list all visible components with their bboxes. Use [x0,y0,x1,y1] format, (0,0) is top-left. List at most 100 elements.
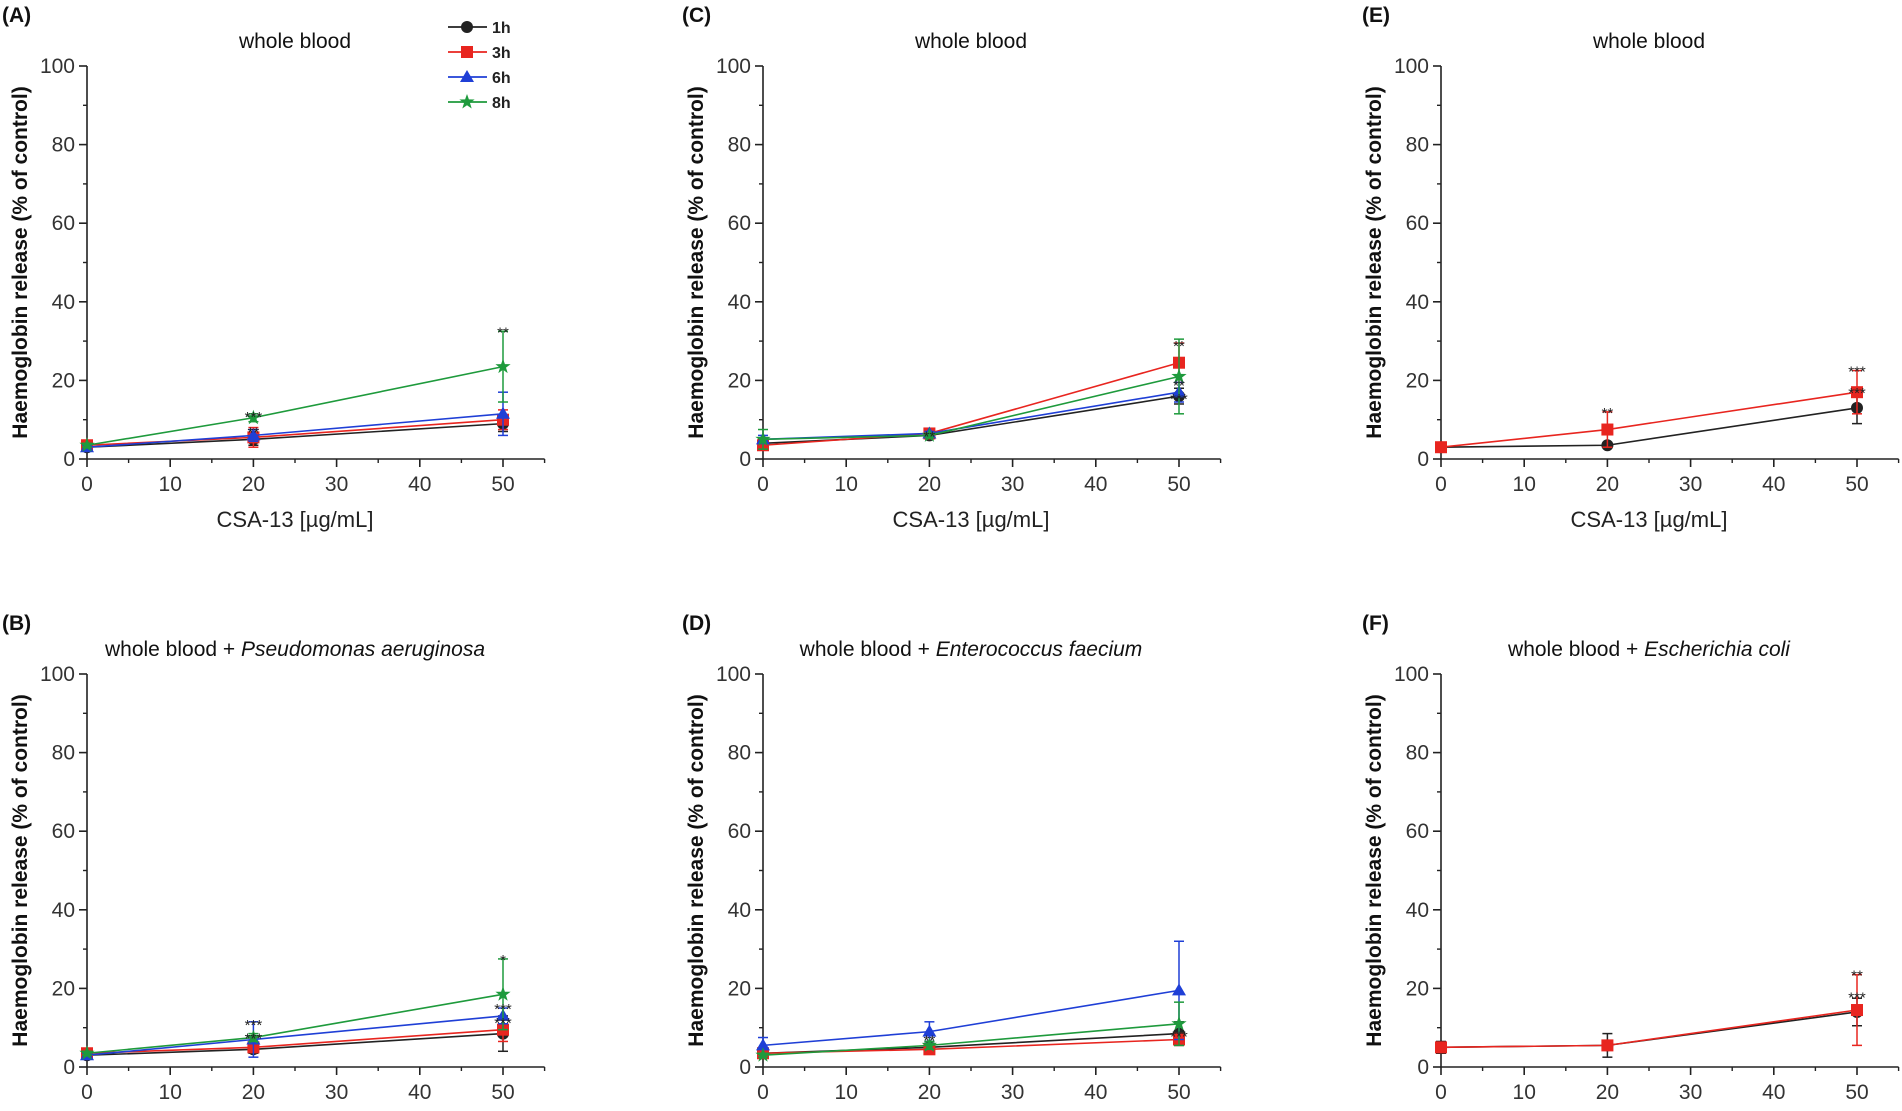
y-tick-label: 100 [40,55,75,78]
panel-label: (B) [2,612,31,635]
chart-panel: (F) whole blood + Escherichia coli 0 10 20 30… [1362,612,1900,1104]
legend-marker-3h [461,46,473,58]
data-point-8h [755,1047,771,1062]
series-line-8h [86,365,504,447]
y-tick-label: 60 [728,212,751,235]
x-tick-label: 50 [1167,473,1190,496]
chart-panel: (C) whole blood 0 10 20 30 40 50 0 20 40 60 80 100 CSA… [682,4,1222,532]
chart-title-text: whole blood [914,30,1027,53]
y-tick-label: 40 [728,899,751,922]
series-1h [1435,997,1863,1058]
chart-title-text: whole blood [238,30,351,53]
x-tick-label: 30 [1001,473,1024,496]
chart-panel: (B) whole blood + Pseudomonas aeruginosa 0… [2,612,546,1104]
y-axis-label: Haemoglobin release (% of control) [1363,694,1386,1046]
data-point-8h [79,437,95,452]
series-line-6h [86,1015,504,1057]
significance-annotation: *** [245,409,263,426]
y-tick-label: 100 [1394,55,1429,78]
y-tick-label: 80 [52,134,75,157]
chart-title-text: whole blood [1592,30,1705,53]
panel-label: (F) [1362,612,1389,635]
legend-label: 8h [492,95,511,112]
y-axis-label: Haemoglobin release (% of control) [9,694,32,1046]
legend: 1h 3h 6h 8h [448,20,511,112]
y-axis-label: Haemoglobin release (% of control) [685,86,708,438]
x-tick-label: 40 [408,473,431,496]
x-tick-label: 10 [159,473,182,496]
significance-annotation: * [500,952,506,969]
y-tick-label: 20 [728,977,751,1000]
y-tick-label: 20 [728,369,751,392]
data-point-8h [921,427,937,442]
x-tick-label: 30 [1001,1081,1024,1104]
chart-panel: (D) whole blood + Enterococcus faecium 0 10… [682,612,1222,1104]
x-tick-label: 30 [1679,1081,1702,1104]
chart-title-text: whole blood + [104,638,241,661]
chart-title-italic: Pseudomonas aeruginosa [241,638,485,661]
legend-label: 3h [492,45,511,62]
significance-annotation: ** [924,1033,936,1050]
significance-annotation: *** [245,1017,263,1034]
data-point-8h [495,986,511,1001]
x-tick-label: 30 [325,1081,348,1104]
series-line-1h [762,1032,1180,1055]
series-6h [756,381,1186,445]
series-line-1h [1440,1011,1858,1049]
x-tick-label: 0 [1435,473,1447,496]
series-3h [1435,973,1863,1054]
x-tick-label: 0 [757,1081,769,1104]
significance-annotation: *** [494,1001,512,1018]
x-tick-label: 50 [1845,1081,1868,1104]
data-point-6h [496,406,510,419]
x-tick-label: 20 [918,473,941,496]
y-tick-label: 80 [1406,134,1429,157]
y-axis-label: Haemoglobin release (% of control) [1363,86,1386,438]
x-tick-label: 20 [242,1081,265,1104]
y-tick-label: 100 [1394,663,1429,686]
panel-label: (A) [2,4,31,27]
y-tick-label: 40 [728,291,751,314]
data-point-6h [246,428,261,441]
x-tick-label: 50 [491,473,514,496]
significance-annotation: ** [248,425,260,442]
x-tick-label: 20 [918,1081,941,1104]
y-tick-label: 40 [52,291,75,314]
x-tick-label: 30 [1679,473,1702,496]
data-point-8h [245,1029,261,1044]
data-point-8h [921,1037,937,1052]
data-point-3h [1601,1039,1614,1052]
y-tick-label: 80 [728,742,751,765]
legend-label: 6h [492,70,511,87]
chart-panel: (A) whole blood 0 10 20 30 40 50 0 20 40 60 80 100 CSA… [2,4,546,532]
y-tick-label: 0 [63,448,75,471]
x-tick-label: 40 [1762,1081,1785,1104]
legend-marker-6h [460,70,474,82]
y-tick-label: 60 [728,820,751,843]
y-tick-label: 0 [1417,448,1429,471]
y-tick-label: 60 [1406,212,1429,235]
panel-label: (E) [1362,4,1390,27]
data-point-6h [922,1024,937,1037]
data-point-6h [756,1038,770,1051]
x-tick-label: 50 [1845,473,1868,496]
y-tick-label: 20 [52,369,75,392]
y-tick-label: 60 [1406,820,1429,843]
data-point-8h [1171,368,1187,383]
data-point-3h [1435,1041,1447,1054]
x-tick-label: 10 [159,1081,182,1104]
significance-annotation: *** [1848,364,1866,381]
y-tick-label: 100 [716,55,751,78]
chart-title: whole blood [914,30,1027,53]
y-tick-label: 60 [52,820,75,843]
y-tick-label: 40 [1406,291,1429,314]
y-tick-label: 20 [1406,369,1429,392]
significance-annotation: *** [1170,1029,1188,1046]
y-tick-label: 60 [52,212,75,235]
legend-label: 1h [492,20,511,37]
y-tick-label: 0 [1417,1056,1429,1079]
significance-annotation: ** [1173,338,1185,355]
x-tick-label: 10 [1513,473,1536,496]
series-8h [755,1001,1187,1062]
significance-annotation: *** [1848,385,1866,402]
